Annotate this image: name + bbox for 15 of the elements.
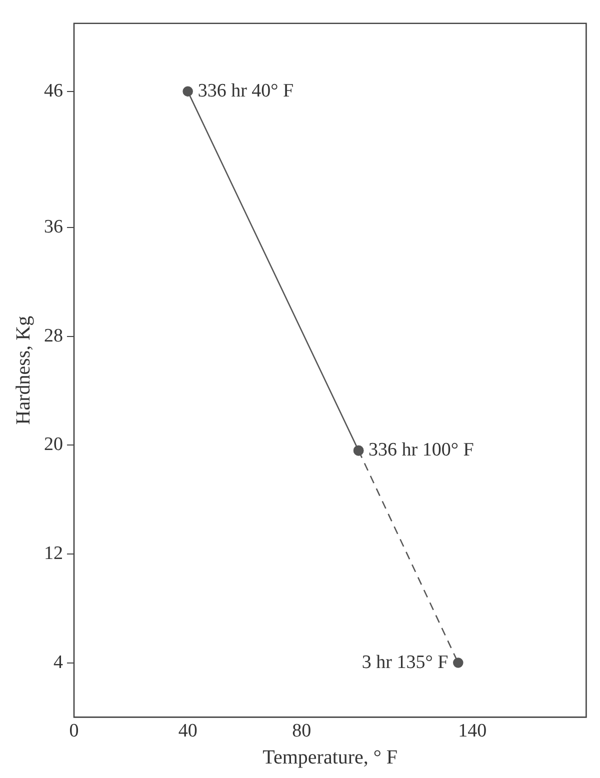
y-tick-label: 12 — [44, 542, 63, 564]
annotation: 336 hr 40° F — [198, 80, 294, 102]
x-tick-label: 40 — [178, 720, 198, 742]
y-tick-label: 28 — [44, 325, 63, 346]
x-tick-label: 140 — [458, 720, 487, 742]
y-axis-title: Hardness, Kg — [12, 316, 34, 425]
y-tick-label: 46 — [44, 80, 63, 102]
annotation: 336 hr 100° F — [368, 440, 474, 461]
y-tick-label: 20 — [44, 434, 63, 456]
y-tick-label: 4 — [54, 652, 64, 673]
annotation: 3 hr 135° F — [362, 652, 448, 673]
x-tick-label: 80 — [292, 720, 312, 742]
y-tick-label: 36 — [44, 216, 63, 238]
x-tick-label: 0 — [69, 720, 79, 742]
x-axis-title: Temperature, ° F — [262, 746, 398, 768]
